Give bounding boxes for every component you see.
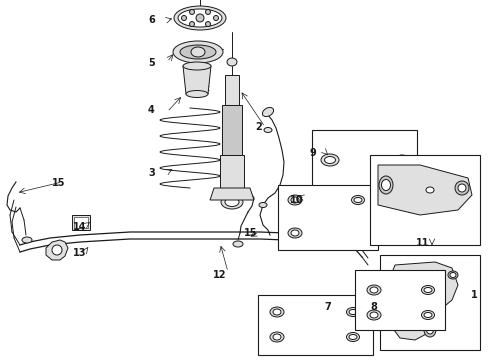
Bar — [312, 130, 417, 192]
Ellipse shape — [190, 9, 195, 14]
Text: 11: 11 — [416, 238, 430, 248]
Bar — [355, 270, 445, 330]
Ellipse shape — [367, 285, 381, 295]
Ellipse shape — [424, 323, 436, 337]
Ellipse shape — [450, 273, 456, 278]
Ellipse shape — [370, 287, 378, 293]
Polygon shape — [210, 188, 254, 200]
Ellipse shape — [196, 14, 204, 22]
Bar — [72, 215, 90, 230]
Ellipse shape — [421, 285, 435, 294]
Ellipse shape — [448, 271, 458, 279]
Text: 4: 4 — [148, 105, 155, 115]
Ellipse shape — [367, 310, 381, 320]
Text: 1: 1 — [471, 290, 478, 300]
Circle shape — [411, 281, 439, 309]
Bar — [74, 217, 88, 228]
Ellipse shape — [324, 157, 336, 163]
Ellipse shape — [288, 228, 302, 238]
Bar — [222, 105, 242, 155]
Ellipse shape — [426, 326, 434, 334]
Ellipse shape — [398, 157, 406, 163]
Polygon shape — [183, 66, 211, 94]
Ellipse shape — [349, 334, 357, 339]
Ellipse shape — [205, 9, 211, 14]
Ellipse shape — [288, 195, 302, 205]
Ellipse shape — [270, 332, 284, 342]
Ellipse shape — [186, 90, 208, 98]
Polygon shape — [46, 240, 68, 260]
Ellipse shape — [379, 176, 393, 194]
Bar — [278, 185, 378, 250]
Ellipse shape — [426, 187, 434, 193]
Bar — [380, 255, 480, 350]
Ellipse shape — [273, 334, 281, 340]
Ellipse shape — [205, 22, 211, 27]
Text: 7: 7 — [324, 302, 331, 312]
Ellipse shape — [273, 309, 281, 315]
Ellipse shape — [291, 230, 299, 236]
Text: 8: 8 — [370, 302, 377, 312]
Ellipse shape — [227, 58, 237, 66]
Ellipse shape — [190, 22, 195, 27]
Ellipse shape — [395, 155, 409, 165]
Text: 10: 10 — [290, 195, 303, 205]
Bar — [370, 155, 480, 245]
Bar — [258, 295, 373, 355]
Ellipse shape — [455, 181, 469, 195]
Ellipse shape — [349, 310, 357, 315]
Ellipse shape — [221, 195, 243, 209]
Ellipse shape — [346, 333, 360, 342]
Ellipse shape — [173, 41, 223, 63]
Bar — [225, 75, 239, 105]
Ellipse shape — [291, 197, 299, 203]
Polygon shape — [385, 262, 458, 340]
Ellipse shape — [321, 154, 339, 166]
Ellipse shape — [263, 107, 273, 117]
Ellipse shape — [233, 241, 243, 247]
Ellipse shape — [180, 45, 216, 59]
Ellipse shape — [421, 310, 435, 320]
Text: 15: 15 — [244, 228, 258, 238]
Ellipse shape — [424, 288, 432, 292]
Ellipse shape — [225, 198, 239, 207]
Ellipse shape — [181, 15, 187, 21]
Polygon shape — [378, 165, 472, 215]
Ellipse shape — [22, 237, 32, 243]
Text: 12: 12 — [213, 270, 226, 280]
Bar — [220, 155, 244, 195]
Ellipse shape — [183, 62, 211, 70]
Ellipse shape — [259, 202, 267, 207]
Ellipse shape — [458, 184, 466, 192]
Text: 14: 14 — [73, 222, 87, 232]
Text: 15: 15 — [52, 178, 66, 188]
Text: 9: 9 — [310, 148, 317, 158]
Ellipse shape — [264, 127, 272, 132]
Ellipse shape — [214, 15, 219, 21]
Ellipse shape — [382, 180, 391, 190]
Text: 2: 2 — [255, 122, 262, 132]
Ellipse shape — [191, 47, 205, 57]
Ellipse shape — [178, 9, 222, 27]
Circle shape — [417, 287, 433, 303]
Ellipse shape — [351, 195, 365, 204]
Ellipse shape — [354, 198, 362, 202]
Ellipse shape — [270, 307, 284, 317]
Text: 3: 3 — [148, 168, 155, 178]
Text: 5: 5 — [148, 58, 155, 68]
Ellipse shape — [346, 307, 360, 316]
Text: 13: 13 — [73, 248, 87, 258]
Text: 6: 6 — [148, 15, 155, 25]
Circle shape — [52, 245, 62, 255]
Ellipse shape — [174, 6, 226, 30]
Ellipse shape — [424, 312, 432, 318]
Ellipse shape — [370, 312, 378, 318]
